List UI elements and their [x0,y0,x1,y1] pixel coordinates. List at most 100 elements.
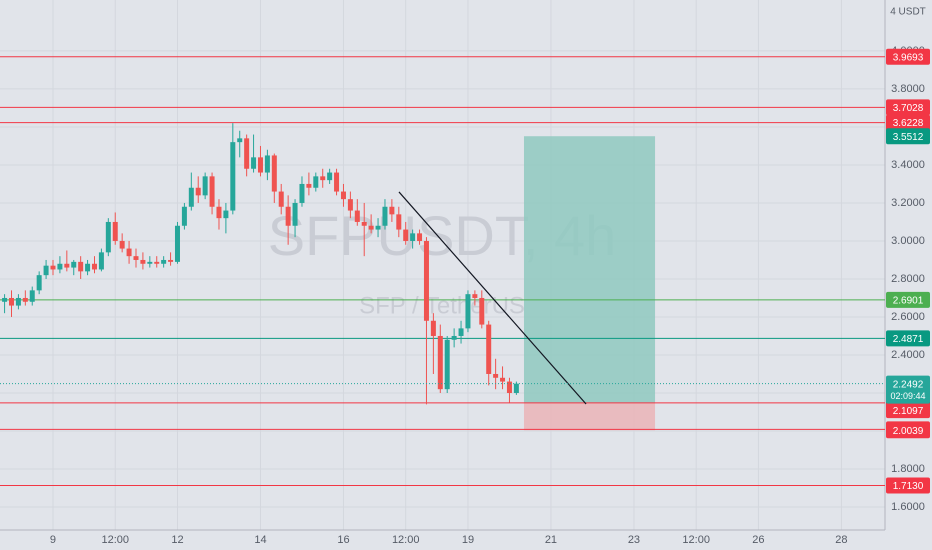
candle-body [36,275,42,291]
candle-body [209,176,215,207]
y-tick-label: 1.8000 [891,463,925,475]
y-tick-label: 1.6000 [891,501,925,513]
candle-body [188,187,194,207]
position-loss [523,402,656,431]
candle-body [98,252,104,270]
y-tick-label: 3.0000 [891,235,925,247]
candle-body [251,157,257,169]
candle-body [126,248,132,257]
price-label: 3.6228 [893,118,924,129]
candle-body [278,191,284,207]
price-label: 3.9693 [893,52,924,63]
candle-body [133,256,139,260]
candle-body [472,294,478,298]
price-label-bg [886,330,930,347]
candle-body [430,320,436,336]
candle-body [43,265,49,276]
x-tick-label: 21 [545,534,557,546]
candle-body [237,138,243,143]
price-label: 3.7028 [893,103,924,114]
candle-body [396,214,402,230]
price-label-bg [886,291,930,308]
candle-body [479,297,485,325]
candle-body [313,176,319,188]
price-label: 1.7130 [893,481,924,492]
candle-body [437,335,443,390]
candle-body [410,233,416,241]
candle-body [375,225,381,230]
axis-marker-bg [886,128,930,145]
candle-body [50,265,56,270]
candle-body [493,373,499,378]
candle-body [140,259,146,264]
candle-body [417,233,423,241]
y-tick-label: 2.4000 [891,349,925,361]
candle-body [465,294,471,329]
candle-body [168,259,174,262]
price-label: 2.4871 [893,334,924,345]
candle-body [506,381,512,393]
unit-label: 4 USDT [890,7,926,18]
x-tick-label: 23 [628,534,640,546]
candle-body [361,221,367,226]
x-tick-label: 12:00 [682,534,710,546]
candle-body [451,335,457,340]
candle-body [257,157,263,173]
candle-body [368,225,374,230]
candle-body [29,290,35,302]
y-tick-label: 3.4000 [891,159,925,171]
axis-marker-label: 2.0039 [893,426,924,437]
candle-body [181,206,187,226]
candle-body [223,210,229,219]
candle-body [444,339,450,390]
current-price-label: 2.2492 [893,379,924,390]
price-label-bg [886,48,930,65]
candle-body [22,297,28,302]
candle-body [230,142,236,211]
x-tick-label: 28 [835,534,847,546]
current-price-bg [886,375,930,404]
axis-marker-bg [886,422,930,439]
axis-marker-label: 2.1097 [893,406,924,417]
candle-body [8,297,14,306]
candle-body [244,138,250,169]
candle-body [195,187,201,196]
candle-body [389,206,395,215]
candle-body [15,297,21,306]
candle-body [306,183,312,188]
x-tick-label: 19 [462,534,474,546]
price-label-bg [886,477,930,494]
candle-body [403,229,409,241]
y-tick-label: 2.6000 [891,311,925,323]
candle-body [2,297,8,302]
candle-body [147,261,153,264]
x-tick-label: 12:00 [392,534,420,546]
candle-body [105,221,111,253]
candle-body [271,155,277,192]
candle-body [64,263,70,268]
candle-body [299,183,305,203]
watermark-subtitle: SFP / TetherUS [359,292,525,319]
axis-marker-label: 3.5512 [893,132,924,143]
candle-body [57,263,63,270]
candle-body [292,202,298,226]
x-tick-label: 26 [752,534,764,546]
candle-body [340,191,346,200]
axis-marker-bg [886,402,930,419]
candle-body [458,328,464,336]
y-tick-label: 3.2000 [891,197,925,209]
candle-body [85,263,91,272]
x-tick-label: 16 [337,534,349,546]
candle-body [154,261,160,264]
candle-body [486,324,492,374]
candle-body [78,261,84,272]
candle-body [91,263,97,270]
candle-body [174,225,180,262]
x-tick-label: 12 [171,534,183,546]
candle-body [320,176,326,181]
candle-body [161,259,167,264]
candle-body [382,206,388,226]
price-label-bg [886,114,930,131]
price-label: 2.6901 [893,295,924,306]
candle-body [285,206,291,226]
